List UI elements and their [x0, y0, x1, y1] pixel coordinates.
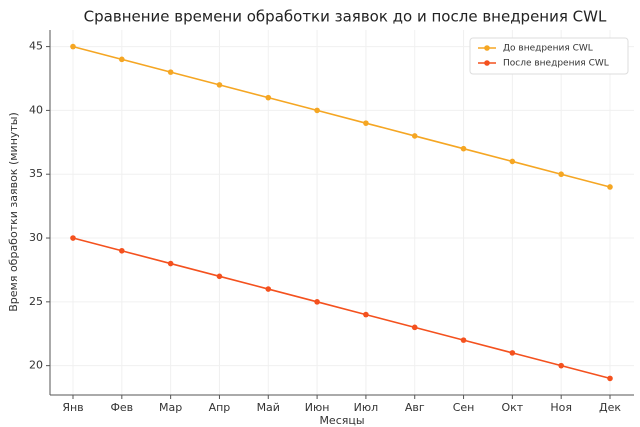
legend-text: После внедрения CWL: [503, 59, 609, 69]
point: [607, 375, 613, 382]
point: [216, 82, 223, 88]
x-tick-label: Апр: [209, 401, 231, 414]
point: [558, 362, 564, 369]
point: [167, 69, 174, 75]
x-tick-label: Фев: [110, 401, 133, 414]
plot-area: [50, 30, 634, 395]
legend-marker: [484, 60, 490, 66]
y-tick-label: 35: [29, 167, 43, 180]
point: [167, 260, 174, 267]
legend-text: До внедрения CWL: [503, 44, 593, 54]
point: [460, 337, 467, 343]
point: [363, 120, 369, 126]
point: [70, 235, 76, 241]
series-line: [72, 237, 611, 380]
series-line: [72, 45, 611, 188]
x-tick-label: Ноя: [550, 401, 572, 414]
x-tick-label: Май: [257, 401, 280, 414]
legend-box: [469, 37, 629, 75]
point: [509, 350, 516, 356]
point: [411, 324, 418, 331]
x-tick-label: Июн: [305, 401, 330, 414]
legend-marker: [484, 45, 490, 51]
x-tick-label: Дек: [599, 401, 621, 414]
point: [70, 43, 76, 50]
chart-title: Сравнение времени обработки заявок до и …: [84, 8, 607, 26]
point: [119, 56, 125, 63]
y-tick-label: 40: [29, 103, 43, 116]
point: [363, 311, 369, 318]
x-tick-label: Янв: [62, 401, 83, 414]
y-tick-label: 45: [29, 40, 43, 53]
x-tick-label: Авг: [405, 401, 425, 414]
point: [119, 247, 125, 254]
point: [216, 273, 223, 280]
y-tick-label: 20: [29, 359, 43, 372]
point: [411, 133, 418, 139]
point: [558, 171, 564, 178]
x-axis-label: Месяцы: [319, 414, 364, 427]
point: [607, 184, 613, 190]
point: [314, 299, 320, 305]
x-tick-label: Мар: [159, 401, 182, 414]
x-tick-label: Сен: [453, 401, 475, 414]
x-tick-label: Июл: [354, 401, 379, 414]
point: [314, 107, 320, 114]
point: [265, 286, 272, 292]
x-tick-label: Окт: [502, 401, 524, 414]
y-tick-label: 30: [29, 231, 43, 244]
point: [460, 145, 467, 152]
y-tick-label: 25: [29, 295, 43, 308]
point: [509, 158, 516, 165]
y-axis-label: Время обработки заявок (минуты): [7, 112, 20, 312]
point: [265, 94, 272, 101]
